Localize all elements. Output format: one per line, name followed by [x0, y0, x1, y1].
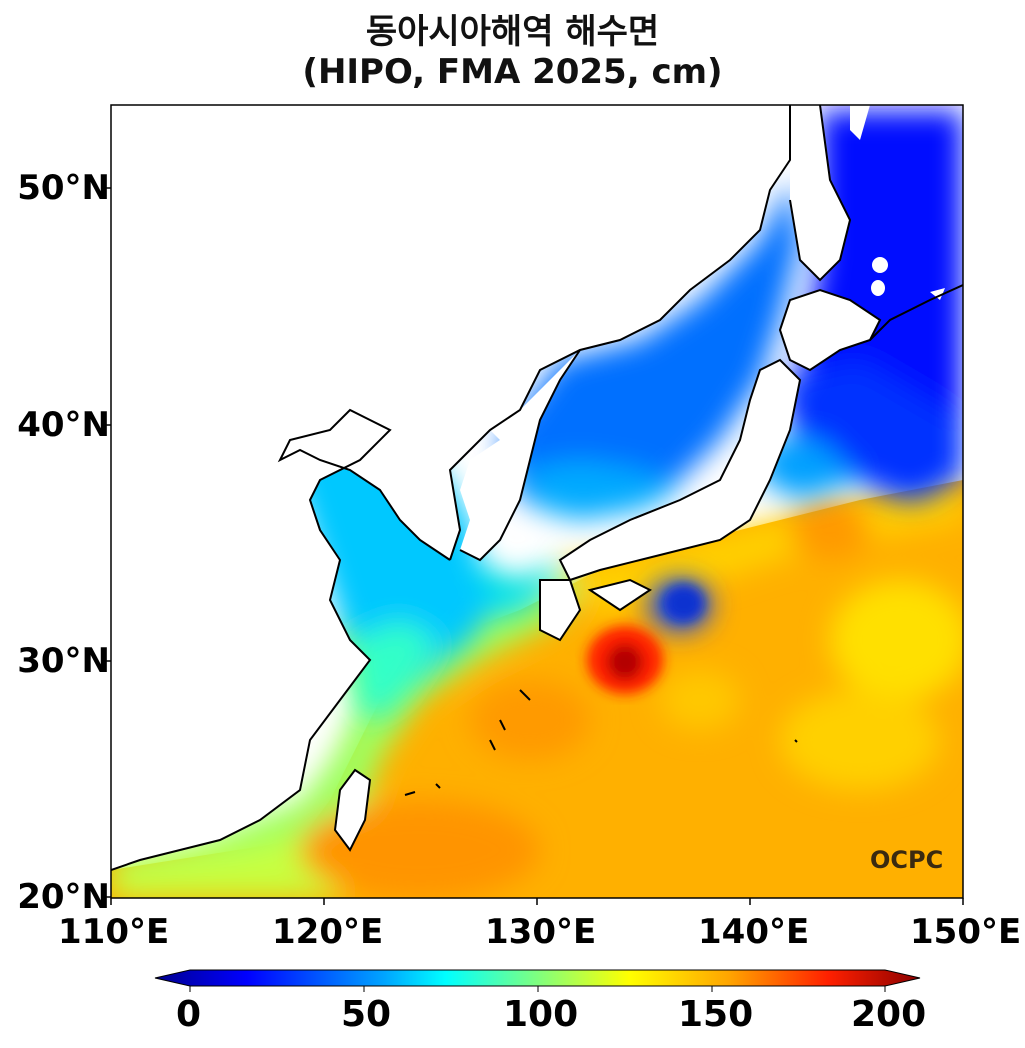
ocpc-logo: OCPC — [870, 846, 944, 874]
lat-label-20: 20°N — [17, 877, 110, 917]
lon-label-130: 130°E — [485, 912, 597, 952]
lon-label-120: 120°E — [272, 912, 384, 952]
map-title: 동아시아해역 해수면 — [365, 12, 660, 52]
lat-label-50: 50°N — [17, 168, 110, 208]
map-subtitle: (HIPO, FMA 2025, cm) — [302, 52, 723, 92]
sea-level-field — [111, 105, 963, 898]
axis-ticks — [104, 187, 964, 905]
lon-label-150: 150°E — [910, 912, 1022, 952]
lat-label-40: 40°N — [17, 405, 110, 445]
colorbar-tick-150: 150 — [678, 994, 754, 1035]
colorbar — [154, 969, 921, 992]
colorbar-tick-200: 200 — [851, 994, 927, 1035]
lon-label-110: 110°E — [58, 912, 170, 952]
colorbar-tick-0: 0 — [176, 994, 202, 1035]
lon-label-140: 140°E — [698, 912, 810, 952]
coastlines — [111, 105, 963, 871]
colorbar-tick-100: 100 — [503, 994, 579, 1035]
lat-label-30: 30°N — [17, 641, 110, 681]
colorbar-tick-50: 50 — [341, 994, 392, 1035]
